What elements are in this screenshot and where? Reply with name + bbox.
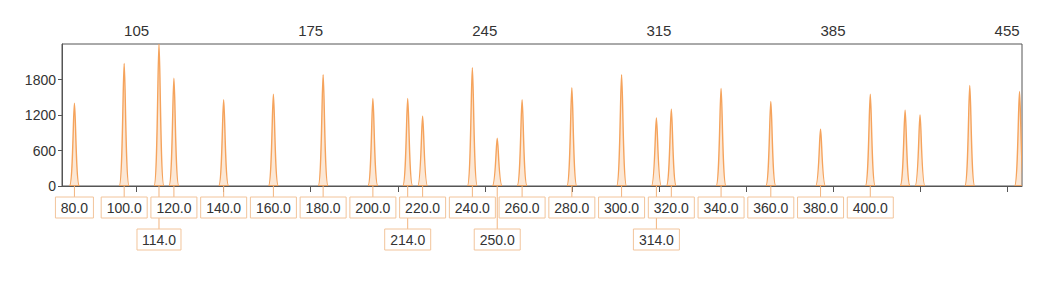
svg-text:175: 175 — [298, 22, 323, 39]
svg-text:1200: 1200 — [25, 107, 56, 123]
svg-text:315: 315 — [646, 22, 671, 39]
svg-text:250.0: 250.0 — [480, 232, 515, 248]
svg-text:360.0: 360.0 — [753, 200, 788, 216]
svg-text:80.0: 80.0 — [61, 200, 88, 216]
svg-text:314.0: 314.0 — [639, 232, 674, 248]
svg-text:280.0: 280.0 — [554, 200, 589, 216]
svg-text:180.0: 180.0 — [306, 200, 341, 216]
svg-text:240.0: 240.0 — [455, 200, 490, 216]
svg-text:114.0: 114.0 — [142, 232, 176, 248]
svg-text:455: 455 — [995, 22, 1020, 39]
svg-text:160.0: 160.0 — [256, 200, 291, 216]
svg-text:214.0: 214.0 — [390, 232, 425, 248]
svg-text:100.0: 100.0 — [107, 200, 142, 216]
svg-text:400.0: 400.0 — [853, 200, 888, 216]
svg-text:340.0: 340.0 — [704, 200, 739, 216]
svg-text:120.0: 120.0 — [156, 200, 191, 216]
svg-text:380.0: 380.0 — [803, 200, 838, 216]
svg-text:600: 600 — [33, 143, 57, 159]
svg-text:0: 0 — [48, 178, 56, 194]
svg-text:140.0: 140.0 — [206, 200, 241, 216]
svg-text:245: 245 — [472, 22, 497, 39]
svg-text:200.0: 200.0 — [355, 200, 390, 216]
svg-text:385: 385 — [820, 22, 845, 39]
svg-text:1800: 1800 — [25, 72, 56, 88]
svg-text:260.0: 260.0 — [505, 200, 540, 216]
svg-text:300.0: 300.0 — [604, 200, 639, 216]
svg-text:220.0: 220.0 — [405, 200, 440, 216]
svg-text:320.0: 320.0 — [654, 200, 689, 216]
svg-text:105: 105 — [124, 22, 149, 39]
